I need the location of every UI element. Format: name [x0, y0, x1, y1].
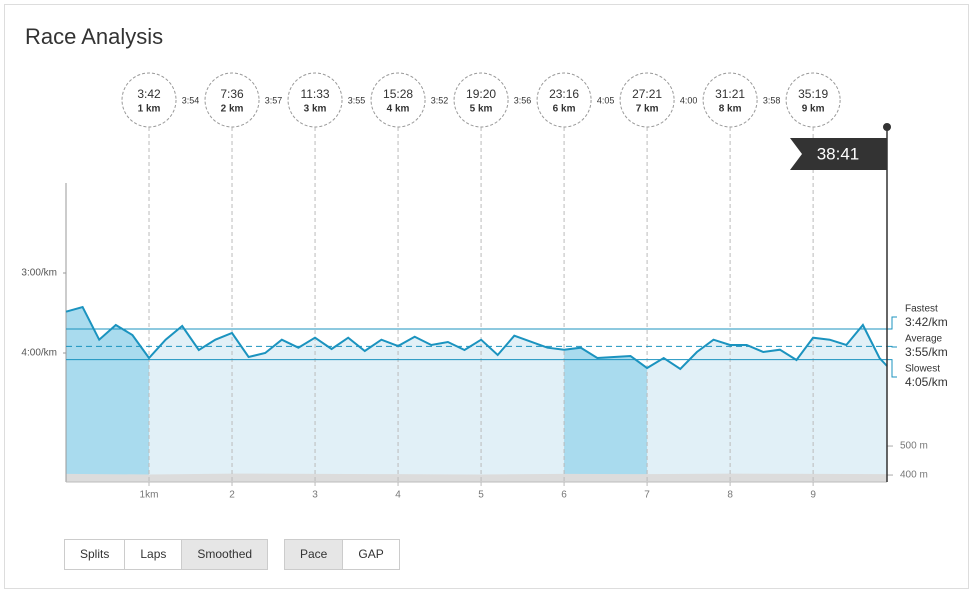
split-bubble: [287, 72, 343, 128]
split-time: 7:36: [220, 87, 244, 101]
highlight-lap: [564, 307, 648, 482]
lap-pace: 3:56: [514, 95, 532, 105]
lap-pace: 3:57: [265, 95, 283, 105]
x-tick-label: 7: [644, 490, 650, 501]
split-label: 4 km: [387, 104, 410, 115]
toggle-button[interactable]: Smoothed: [181, 539, 269, 570]
finish-time: 38:41: [817, 144, 860, 163]
split-bubble: [370, 72, 426, 128]
split-bubble: [204, 72, 260, 128]
split-time: 19:20: [466, 87, 496, 101]
page-title: Race Analysis: [25, 24, 164, 49]
split-time: 27:21: [632, 87, 662, 101]
toggle-button[interactable]: Splits: [64, 539, 126, 570]
reference-name: Slowest: [905, 364, 940, 375]
button-group: Pace GAP: [284, 539, 400, 570]
x-tick-label: 3: [312, 490, 318, 501]
split-label: 6 km: [553, 104, 576, 115]
x-tick-label: 6: [561, 490, 567, 501]
x-tick-label: 9: [810, 490, 816, 501]
x-tick-label: 4: [395, 490, 401, 501]
x-tick-label: 1km: [140, 490, 159, 501]
split-label: 5 km: [470, 104, 493, 115]
split-time: 15:28: [383, 87, 413, 101]
split-label: 8 km: [719, 104, 742, 115]
lap-pace: 3:54: [182, 95, 200, 105]
split-time: 31:21: [715, 87, 745, 101]
split-bubble: [702, 72, 758, 128]
split-bubble: [785, 72, 841, 128]
split-time: 23:16: [549, 87, 579, 101]
lap-pace: 3:52: [431, 95, 449, 105]
lap-pace: 3:58: [763, 95, 781, 105]
finish-flag: [790, 138, 887, 170]
reference-label: 3:55/km: [905, 345, 948, 359]
toggle-button[interactable]: GAP: [342, 539, 400, 570]
bracket: [887, 359, 897, 378]
lap-pace: 3:55: [348, 95, 366, 105]
toggle-button[interactable]: Laps: [124, 539, 183, 570]
split-label: 3 km: [304, 104, 327, 115]
split-time: 35:19: [798, 87, 828, 101]
y2-tick-label: 500 m: [900, 441, 928, 452]
pace-area: [66, 307, 887, 482]
elevation-area: [66, 473, 887, 482]
panel: [4, 4, 969, 589]
reference-name: Average: [905, 334, 943, 345]
pace-line: [65, 305, 888, 371]
x-tick-label: 2: [229, 490, 235, 501]
y2-tick-label: 400 m: [900, 470, 928, 481]
x-tick-label: 8: [727, 490, 733, 501]
split-label: 9 km: [802, 104, 825, 115]
split-bubble: [619, 72, 675, 128]
split-time: 11:33: [300, 87, 329, 101]
split-label: 2 km: [221, 104, 244, 115]
x-tick-label: 5: [478, 490, 484, 501]
reference-label: 3:42/km: [905, 315, 948, 329]
finish-dot: [883, 123, 891, 131]
y-tick-label: 4:00/km: [21, 348, 57, 359]
lap-pace: 4:00: [680, 95, 698, 105]
reference-label: 4:05/km: [905, 375, 948, 389]
bracket: [887, 316, 897, 330]
y-tick-label: 3:00/km: [21, 268, 57, 279]
split-label: 7 km: [636, 104, 659, 115]
button-group: Splits Laps Smoothed: [64, 539, 269, 570]
reference-name: Fastest: [905, 304, 938, 315]
split-label: 1 km: [138, 104, 161, 115]
split-bubble: [121, 72, 177, 128]
bracket: [887, 345, 897, 348]
lap-pace: 4:05: [597, 95, 615, 105]
split-bubble: [453, 72, 509, 128]
toggle-button[interactable]: Pace: [284, 539, 344, 570]
split-bubble: [536, 72, 592, 128]
split-time: 3:42: [137, 87, 161, 101]
